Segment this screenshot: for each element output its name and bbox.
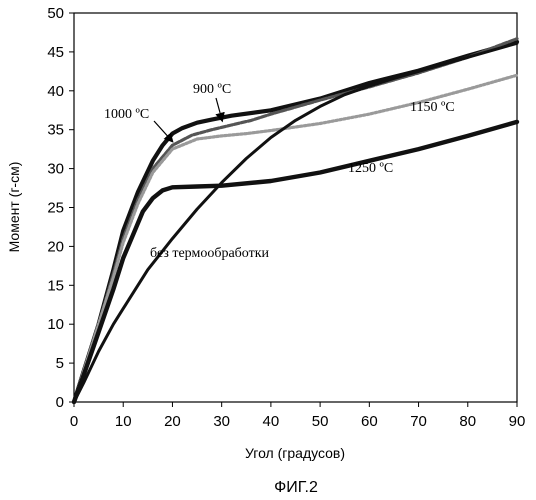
x-tick-label: 30 <box>213 413 230 430</box>
y-tick-label: 40 <box>47 83 64 100</box>
x-tick-label: 60 <box>361 413 378 430</box>
y-tick-label: 5 <box>56 355 64 372</box>
y-tick-label: 45 <box>47 44 64 61</box>
y-tick-label: 25 <box>47 200 64 217</box>
x-tick-label: 80 <box>459 413 476 430</box>
x-tick-label: 70 <box>410 413 427 430</box>
x-tick-label: 10 <box>115 413 132 430</box>
annotation-label: 1000 ºC <box>104 107 149 122</box>
y-tick-label: 50 <box>47 5 64 22</box>
x-axis-label: Угол (градусов) <box>245 445 345 461</box>
annotation-label: 1250 ºC <box>348 161 393 176</box>
x-tick-label: 40 <box>263 413 280 430</box>
y-tick-label: 20 <box>47 238 64 255</box>
y-axis-label: Момент (г-см) <box>6 162 22 253</box>
y-tick-label: 30 <box>47 161 64 178</box>
x-tick-label: 90 <box>509 413 526 430</box>
y-tick-label: 0 <box>56 394 64 411</box>
annotation-label: 1150 ºC <box>410 100 455 115</box>
x-tick-label: 20 <box>164 413 181 430</box>
annotation-label: 900 ºC <box>193 82 231 97</box>
x-tick-label: 0 <box>70 413 78 430</box>
annotation-label: без термообработки <box>150 246 270 261</box>
y-tick-label: 35 <box>47 122 64 139</box>
y-tick-label: 15 <box>47 277 64 294</box>
figure-caption: ФИГ.2 <box>274 479 318 496</box>
y-tick-label: 10 <box>47 316 64 333</box>
x-tick-label: 50 <box>312 413 329 430</box>
